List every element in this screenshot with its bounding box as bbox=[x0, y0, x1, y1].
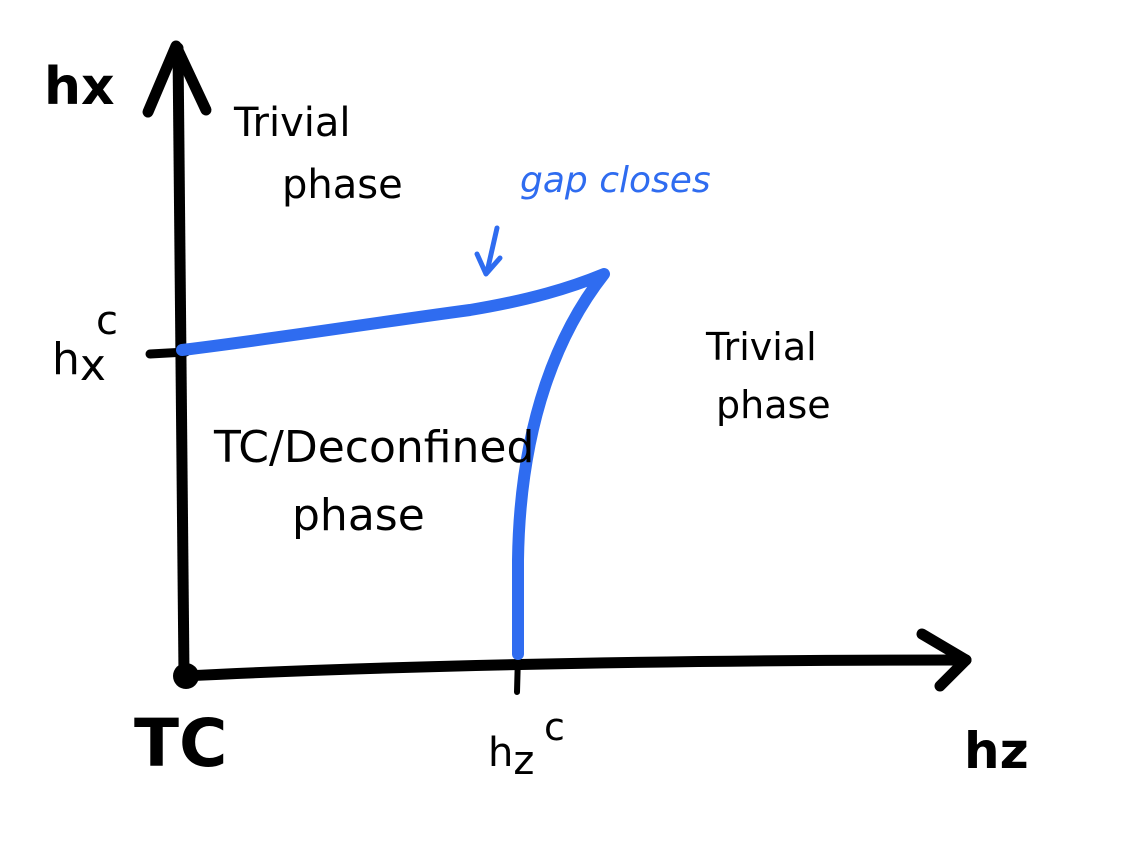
x-axis-line bbox=[178, 654, 972, 682]
hz-critical-tick bbox=[514, 652, 521, 695]
gap-closes-label: gap closes bbox=[520, 160, 711, 201]
hx-axis-label: hx bbox=[44, 57, 115, 117]
y-axis-line bbox=[172, 42, 190, 681]
y-axis-arrowhead bbox=[142, 40, 212, 118]
origin-dot bbox=[173, 663, 199, 689]
trivial-phase-top-line1: Trivial bbox=[233, 100, 351, 146]
x-axis-arrowhead bbox=[916, 628, 972, 692]
hz-critical-label: hzc bbox=[488, 705, 565, 784]
trivial-phase-right-line1: Trivial bbox=[705, 325, 817, 369]
gap-closes-arrow bbox=[484, 225, 500, 275]
origin-label: TC bbox=[134, 705, 227, 782]
hz-axis-label: hz bbox=[964, 722, 1029, 780]
hx-critical-label: hxc bbox=[52, 298, 118, 391]
trivial-phase-right-line2: phase bbox=[716, 383, 831, 427]
tc-deconfined-line1: TC/Deconfined bbox=[213, 422, 534, 473]
trivial-phase-top-line2: phase bbox=[282, 162, 403, 208]
tc-deconfined-line2: phase bbox=[292, 490, 425, 541]
gap-closes-arrowhead bbox=[474, 251, 503, 277]
phase-boundary bbox=[176, 268, 610, 660]
